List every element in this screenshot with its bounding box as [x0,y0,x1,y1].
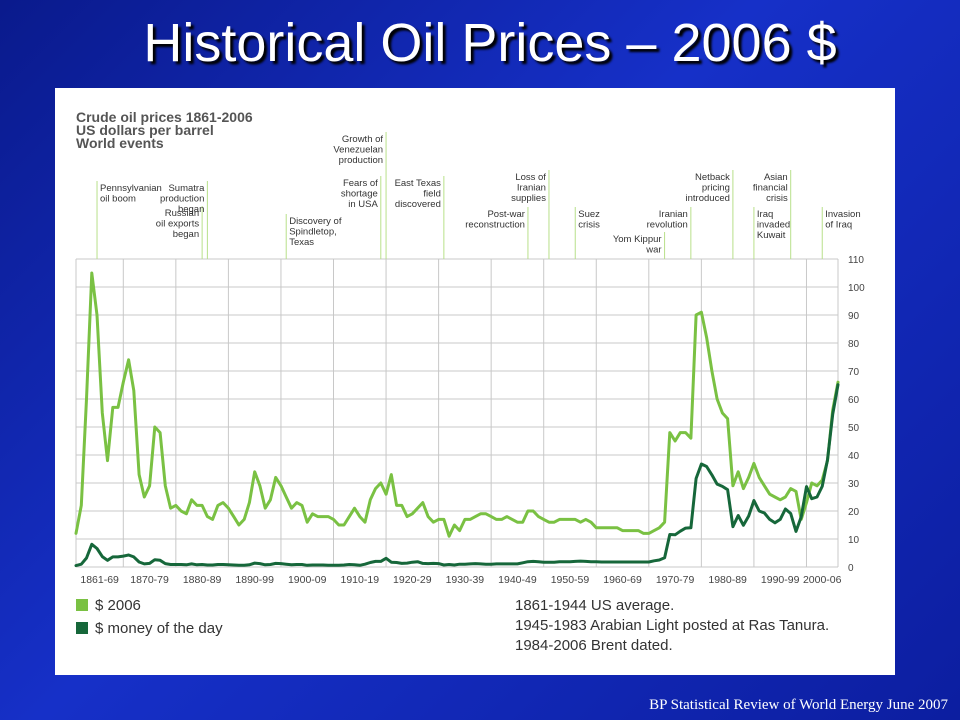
x-tick-label: 1930-39 [446,574,485,586]
event-label: field [423,189,440,200]
event-label: East Texas [395,178,442,189]
x-tick-label: 1890-99 [235,574,274,586]
x-tick-label: 1970-79 [656,574,695,586]
x-tick-label: 1900-09 [288,574,327,586]
chart-title-line: World events [76,135,164,151]
event-label: introduced [686,193,730,204]
series-line-2006-dollars [74,271,840,538]
event-label: production [339,155,383,166]
event-label: war [645,245,661,256]
event-label: financial [753,183,788,194]
event-label: pricing [702,183,730,194]
event-label: Venezuelan [333,145,383,156]
event-label: Pennsylvanian [100,183,162,194]
slide-title: Historical Oil Prices – 2006 $ [143,13,837,73]
series-line-money-of-the-day [74,383,840,568]
y-tick-label: 50 [848,423,860,434]
x-tick-label: 1870-79 [130,574,169,586]
x-tick-label: 1920-29 [393,574,432,586]
source-footer: BP Statistical Review of World Energy Ju… [649,697,948,713]
event-label: supplies [511,193,546,204]
event-label: Loss of [515,172,546,183]
event-label: reconstruction [465,220,525,231]
chart-panel: Crude oil prices 1861-2006 US dollars per… [55,88,895,675]
event-label: Sumatra [168,183,205,194]
event-label: Kuwait [757,230,786,241]
event-label: Growth of [342,134,384,145]
event-label: in USA [348,199,378,210]
y-tick-label: 20 [848,507,860,518]
chart-title-line: US dollars per barrel [76,122,214,138]
chart-title-line: Crude oil prices 1861-2006 [76,109,253,125]
event-label: Netback [695,172,730,183]
x-tick-label: 2000-06 [803,574,842,586]
source-note: 1945-1983 Arabian Light posted at Ras Ta… [515,617,829,634]
y-tick-label: 30 [848,479,860,490]
event-label: Spindletop, [289,227,337,238]
source-note: 1984-2006 Brent dated. [515,637,673,654]
y-tick-label: 60 [848,395,860,406]
event-label: Asian [764,172,788,183]
event-label: of Iraq [825,220,852,231]
legend-swatch [76,599,88,611]
legend-label: $ money of the day [95,620,223,637]
y-tick-label: 80 [848,339,860,350]
event-label: production [160,194,204,205]
legend-swatch [76,622,88,634]
event-label: discovered [395,199,441,210]
event-label: began [173,229,199,240]
x-tick-label: 1960-69 [603,574,642,586]
event-label: crisis [766,193,788,204]
event-label: oil exports [156,219,200,230]
event-label: Iranian [517,183,546,194]
event-label: Fears of [343,178,378,189]
event-label: Iraq [757,209,773,220]
legend-label: $ 2006 [95,597,141,614]
source-note: 1861-1944 US average. [515,597,674,614]
event-label: Yom Kippur [613,234,662,245]
event-label: Discovery of [289,216,342,227]
x-tick-label: 1861-69 [80,574,119,586]
x-tick-label: 1980-89 [708,574,747,586]
event-label: Texas [289,237,314,248]
y-tick-label: 10 [848,535,860,546]
y-tick-label: 0 [848,563,854,574]
x-tick-label: 1940-49 [498,574,537,586]
x-tick-label: 1990-99 [761,574,800,586]
event-label: began [178,204,204,215]
y-tick-label: 100 [848,283,865,294]
y-tick-label: 110 [848,255,864,266]
event-label: crisis [578,220,600,231]
y-tick-label: 70 [848,367,860,378]
event-label: Suez [578,209,600,220]
event-label: Iranian [659,209,688,220]
y-tick-label: 90 [848,311,860,322]
event-label: Post-war [487,209,524,220]
event-label: revolution [647,220,688,231]
x-tick-label: 1880-89 [183,574,222,586]
event-label: Russian [165,208,199,219]
y-tick-label: 40 [848,451,860,462]
event-label: oil boom [100,194,136,205]
event-label: invaded [757,220,790,231]
event-label: Invasion [825,209,860,220]
event-label: shortage [341,189,378,200]
x-tick-label: 1910-19 [341,574,380,586]
x-tick-label: 1950-59 [551,574,590,586]
